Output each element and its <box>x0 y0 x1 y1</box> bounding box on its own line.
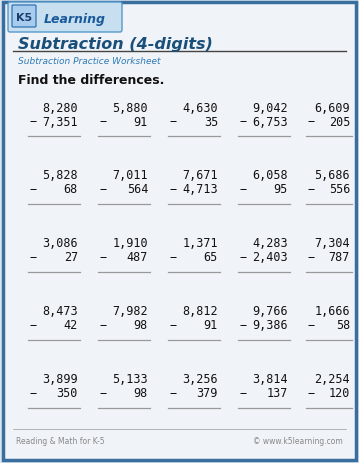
Text: 350: 350 <box>57 387 78 400</box>
Text: 7,671: 7,671 <box>182 169 218 182</box>
Text: Find the differences.: Find the differences. <box>18 73 164 86</box>
Text: −: − <box>100 319 107 332</box>
Text: 3,086: 3,086 <box>42 237 78 250</box>
FancyBboxPatch shape <box>3 3 356 460</box>
Text: 5,686: 5,686 <box>314 169 350 182</box>
Text: 65: 65 <box>204 251 218 264</box>
Text: Learning: Learning <box>44 13 106 25</box>
Text: 1,666: 1,666 <box>314 305 350 318</box>
Text: 564: 564 <box>127 183 148 196</box>
Text: −: − <box>170 183 177 196</box>
Text: −: − <box>100 251 107 264</box>
Text: 68: 68 <box>64 183 78 196</box>
Text: −: − <box>170 115 177 128</box>
Text: 2,254: 2,254 <box>314 373 350 386</box>
Text: −: − <box>240 387 247 400</box>
Text: −: − <box>240 319 247 332</box>
Text: −: − <box>170 387 177 400</box>
Text: −: − <box>170 251 177 264</box>
Text: 9,042: 9,042 <box>252 101 288 114</box>
Text: 556: 556 <box>328 183 350 196</box>
FancyBboxPatch shape <box>12 6 36 28</box>
Text: −: − <box>100 183 107 196</box>
Text: −: − <box>170 319 177 332</box>
Text: K5: K5 <box>16 13 32 23</box>
Text: © www.k5learning.com: © www.k5learning.com <box>253 437 343 445</box>
Text: 8,812: 8,812 <box>182 305 218 318</box>
Text: Reading & Math for K-5: Reading & Math for K-5 <box>16 437 104 445</box>
Text: 6,609: 6,609 <box>314 101 350 114</box>
Text: −: − <box>240 251 247 264</box>
Text: 5,828: 5,828 <box>42 169 78 182</box>
Text: −: − <box>30 319 37 332</box>
Text: 2,403: 2,403 <box>252 251 288 264</box>
Text: 8,473: 8,473 <box>42 305 78 318</box>
Text: Subtraction (4-digits): Subtraction (4-digits) <box>18 37 213 51</box>
FancyBboxPatch shape <box>8 3 122 33</box>
Text: 35: 35 <box>204 115 218 128</box>
Text: 3,256: 3,256 <box>182 373 218 386</box>
Text: 6,753: 6,753 <box>252 115 288 128</box>
Text: −: − <box>308 251 315 264</box>
Text: 1,910: 1,910 <box>112 237 148 250</box>
Text: −: − <box>30 183 37 196</box>
Text: 58: 58 <box>336 319 350 332</box>
Text: 1,371: 1,371 <box>182 237 218 250</box>
Text: 3,814: 3,814 <box>252 373 288 386</box>
Text: 95: 95 <box>274 183 288 196</box>
Text: 91: 91 <box>134 115 148 128</box>
Text: 205: 205 <box>328 115 350 128</box>
Text: −: − <box>308 387 315 400</box>
Text: 8,280: 8,280 <box>42 101 78 114</box>
Text: −: − <box>308 115 315 128</box>
Text: 137: 137 <box>267 387 288 400</box>
Text: 787: 787 <box>328 251 350 264</box>
Text: 6,058: 6,058 <box>252 169 288 182</box>
Text: Subtraction Practice Worksheet: Subtraction Practice Worksheet <box>18 57 160 66</box>
Text: 98: 98 <box>134 319 148 332</box>
Text: 4,283: 4,283 <box>252 237 288 250</box>
Text: −: − <box>30 115 37 128</box>
Text: 3,899: 3,899 <box>42 373 78 386</box>
Text: 4,630: 4,630 <box>182 101 218 114</box>
Text: 98: 98 <box>134 387 148 400</box>
Text: 9,386: 9,386 <box>252 319 288 332</box>
Text: 7,011: 7,011 <box>112 169 148 182</box>
Text: 9,766: 9,766 <box>252 305 288 318</box>
Text: −: − <box>308 183 315 196</box>
Text: 7,351: 7,351 <box>42 115 78 128</box>
Text: −: − <box>100 387 107 400</box>
Text: 379: 379 <box>197 387 218 400</box>
Text: −: − <box>240 115 247 128</box>
Text: −: − <box>30 387 37 400</box>
Text: 487: 487 <box>127 251 148 264</box>
Text: 42: 42 <box>64 319 78 332</box>
Text: 5,880: 5,880 <box>112 101 148 114</box>
Text: −: − <box>308 319 315 332</box>
Text: −: − <box>30 251 37 264</box>
Text: 7,982: 7,982 <box>112 305 148 318</box>
Text: 4,713: 4,713 <box>182 183 218 196</box>
Text: 5,133: 5,133 <box>112 373 148 386</box>
Text: −: − <box>100 115 107 128</box>
Text: −: − <box>240 183 247 196</box>
Text: 27: 27 <box>64 251 78 264</box>
Text: 7,304: 7,304 <box>314 237 350 250</box>
Text: 91: 91 <box>204 319 218 332</box>
Text: 120: 120 <box>328 387 350 400</box>
